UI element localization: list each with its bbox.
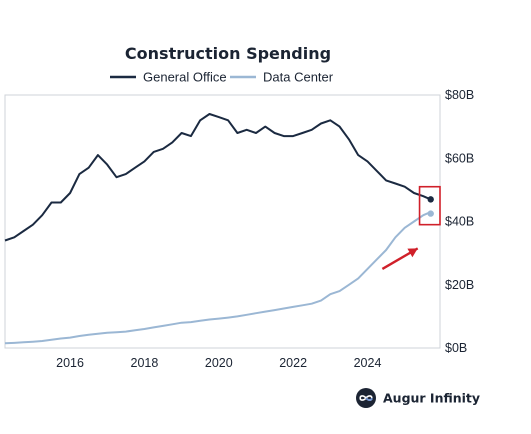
- x-tick-label: 2016: [56, 356, 84, 370]
- x-tick-label: 2022: [279, 356, 307, 370]
- chart-title: Construction Spending: [125, 44, 331, 63]
- y-tick-label: $60B: [445, 151, 474, 165]
- legend-label: General Office: [143, 70, 227, 85]
- x-tick-label: 2018: [131, 356, 159, 370]
- brand-logo: Augur Infinity: [356, 388, 480, 408]
- annotation-layer: [381, 185, 441, 270]
- series-line: [4, 211, 432, 345]
- series-line: [4, 113, 432, 242]
- y-tick-label: $0B: [445, 341, 467, 355]
- legend-label: Data Center: [263, 70, 334, 85]
- series-layer: [4, 113, 434, 345]
- plot-area: [4, 94, 441, 349]
- y-tick-label: $80B: [445, 88, 474, 102]
- y-axis: $0B $20B $40B $60B $80B: [445, 88, 474, 355]
- endpoint-marker: [427, 210, 434, 217]
- y-tick-label: $20B: [445, 278, 474, 292]
- infinity-accent-icon: [365, 397, 373, 401]
- brand-name: Augur Infinity: [383, 391, 480, 406]
- endpoint-marker: [427, 196, 434, 203]
- arrow-head: [407, 248, 418, 258]
- x-axis: 2016 2018 2020 2022 2024: [56, 356, 381, 370]
- highlight-box: [418, 185, 441, 226]
- plot-frame: [4, 94, 441, 349]
- x-tick-label: 2020: [205, 356, 233, 370]
- y-tick-label: $40B: [445, 215, 474, 229]
- legend: General Office Data Center: [110, 70, 334, 85]
- x-tick-label: 2024: [354, 356, 382, 370]
